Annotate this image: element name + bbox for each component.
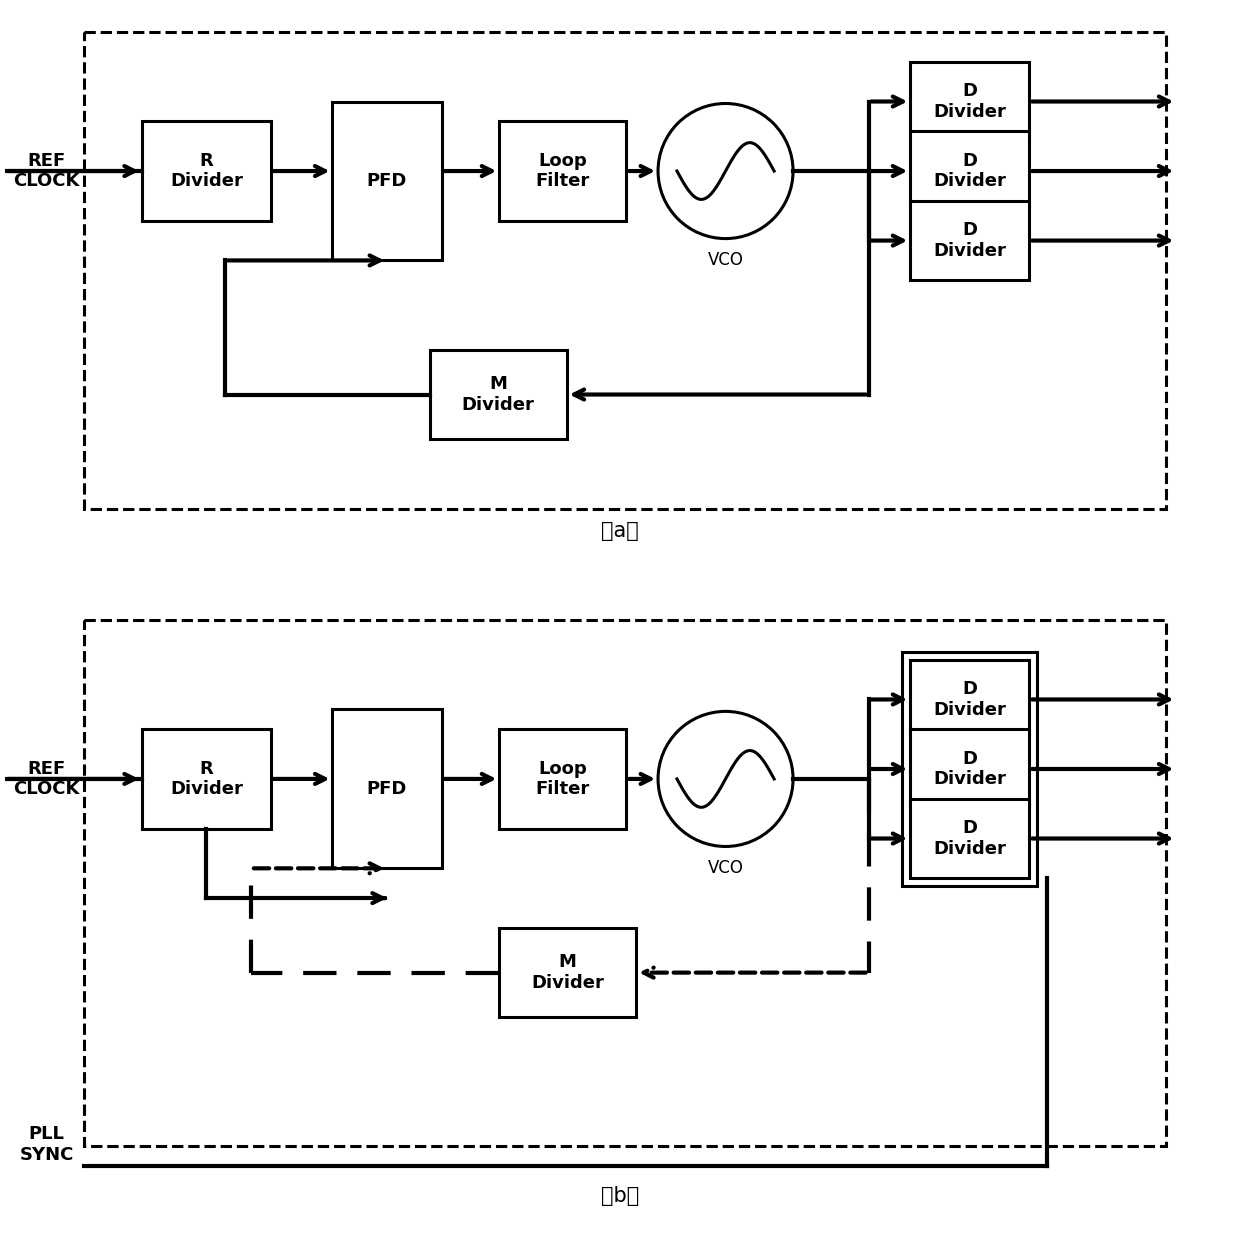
Bar xyxy=(84,620,1167,1147)
Circle shape xyxy=(658,711,794,846)
Text: REF
CLOCK: REF CLOCK xyxy=(14,151,79,190)
Bar xyxy=(910,660,1029,740)
Text: D
Divider: D Divider xyxy=(934,819,1006,858)
Text: D
Divider: D Divider xyxy=(934,151,1006,190)
Bar xyxy=(903,652,1038,886)
Text: D
Divider: D Divider xyxy=(934,750,1006,788)
Bar xyxy=(332,102,441,261)
Text: VCO: VCO xyxy=(708,252,744,269)
Bar xyxy=(910,62,1029,141)
Bar xyxy=(910,799,1029,879)
Bar xyxy=(84,32,1167,509)
Text: PFD: PFD xyxy=(367,779,407,798)
Bar xyxy=(500,122,626,221)
Text: D
Divider: D Divider xyxy=(934,221,1006,259)
Bar xyxy=(910,201,1029,280)
Text: （a）: （a） xyxy=(601,521,639,541)
Text: PFD: PFD xyxy=(367,172,407,190)
Circle shape xyxy=(658,103,794,238)
Text: R
Divider: R Divider xyxy=(170,759,243,798)
Text: VCO: VCO xyxy=(708,859,744,877)
Text: M
Divider: M Divider xyxy=(531,953,604,992)
Text: PLL
SYNC: PLL SYNC xyxy=(20,1126,73,1164)
Bar xyxy=(141,122,270,221)
Bar xyxy=(910,132,1029,211)
Text: （b）: （b） xyxy=(601,1186,640,1206)
Text: D
Divider: D Divider xyxy=(934,680,1006,719)
Bar xyxy=(910,730,1029,809)
Text: D
Divider: D Divider xyxy=(934,82,1006,120)
Text: R
Divider: R Divider xyxy=(170,151,243,190)
Text: Loop
Filter: Loop Filter xyxy=(536,759,590,798)
Bar xyxy=(500,730,626,829)
Text: M
Divider: M Divider xyxy=(461,375,534,414)
Text: Loop
Filter: Loop Filter xyxy=(536,151,590,190)
Bar xyxy=(430,350,567,439)
Bar xyxy=(332,710,441,869)
Bar xyxy=(500,928,636,1018)
Bar xyxy=(141,730,270,829)
Text: REF
CLOCK: REF CLOCK xyxy=(14,759,79,798)
